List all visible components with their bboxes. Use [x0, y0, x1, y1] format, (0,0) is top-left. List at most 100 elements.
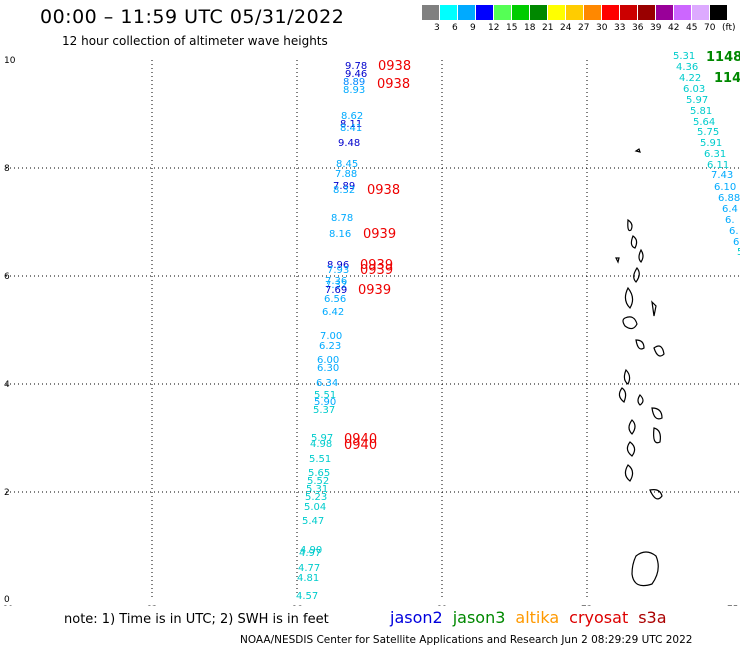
scale-swatch: [548, 5, 565, 20]
x-tick-label: 66: [291, 605, 303, 606]
wave-height-label: 5.47: [302, 516, 324, 527]
scale-swatch: [638, 5, 655, 20]
satellite-legend-jason2: jason2: [390, 608, 443, 627]
wave-height-label: 6.42: [322, 307, 344, 318]
map-subtitle: 12 hour collection of altimeter wave hei…: [62, 34, 328, 48]
scale-label: 45: [686, 23, 698, 33]
wave-height-label: 5.37: [313, 405, 335, 416]
scale-label: 33: [614, 23, 626, 33]
pass-time-label: 0938: [367, 183, 400, 198]
scale-swatch: [476, 5, 493, 20]
wave-height-label: 6.03: [683, 84, 705, 95]
wave-height-label: 6.11: [707, 160, 729, 171]
pass-time-label: 0940: [344, 432, 377, 447]
scale-swatch: [422, 5, 439, 20]
wave-height-label: 6.23: [319, 341, 341, 352]
y-tick-label: 2: [4, 488, 10, 498]
scale-swatch: [602, 5, 619, 20]
scale-label: 42: [668, 23, 680, 33]
wave-height-label: 7.88: [335, 169, 357, 180]
scale-swatch: [656, 5, 673, 20]
y-tick-label: 8: [4, 164, 10, 174]
wave-height-label: 8.32: [333, 185, 355, 196]
wave-height-label: 7.00: [320, 331, 342, 342]
pass-time-label: 0939: [360, 258, 393, 273]
wave-height-label: 7.93: [327, 265, 349, 276]
lat-lon-grid: [6, 60, 740, 599]
wave-height-label: 7.32: [325, 280, 347, 291]
scale-swatch: [566, 5, 583, 20]
pass-time-label: 0939: [363, 227, 396, 242]
wave-height-label: 8.93: [343, 85, 365, 96]
scale-swatch: [584, 5, 601, 20]
map-title: 00:00 – 11:59 UTC 05/31/2022: [40, 6, 345, 28]
wave-height-label: 8.89: [343, 77, 365, 88]
wave-height-label: 6.88: [718, 193, 740, 204]
wave-height-label: 5.65: [308, 468, 330, 479]
y-tick-label: 6: [4, 272, 10, 282]
pass-time-label: 0940: [344, 438, 377, 453]
satellite-legend-altika: altika: [515, 608, 560, 627]
wave-height-label: 5.52: [307, 476, 329, 487]
wave-height-map: 60 63 66 69 72 75 0 2 4 6 8 10 9.789.468.898.93 8.62…: [2, 50, 740, 606]
satellite-legend: jason2 jason3 altika cryosat s3a: [390, 608, 677, 627]
satellite-legend-jason3: jason3: [452, 608, 506, 627]
wave-height-label: 5: [737, 247, 740, 258]
scale-swatch: [494, 5, 511, 20]
pass-time-label: 0938: [378, 59, 411, 74]
scale-label: 39: [650, 23, 662, 33]
wave-height-label: 5.31: [673, 51, 695, 62]
wave-height-label: 4.22: [679, 73, 701, 84]
scale-label: 70: [704, 23, 716, 33]
scale-swatch: [620, 5, 637, 20]
wave-height-label: 5.51: [309, 454, 331, 465]
wave-height-label: 4.81: [297, 573, 319, 584]
scale-label: 18: [524, 23, 536, 33]
wave-height-label: 8.16: [329, 229, 351, 240]
wave-height-label: 4.98: [310, 439, 332, 450]
scale-swatch: [512, 5, 529, 20]
wave-height-label: 6.4: [722, 204, 738, 215]
scale-label: 3: [434, 23, 440, 33]
scale-label: (ft): [722, 23, 736, 33]
scale-label: 6: [452, 23, 458, 33]
wave-height-label: 4.77: [298, 563, 320, 574]
wave-height-label: 6.: [725, 215, 735, 226]
wave-height-label: 6.30: [317, 363, 339, 374]
credit-line: NOAA/NESDIS Center for Satellite Applica…: [240, 634, 693, 646]
scale-swatch: [440, 5, 457, 20]
wave-height-label: 5.81: [690, 106, 712, 117]
wave-height-label: 8.11: [340, 119, 362, 130]
scale-swatch: [710, 5, 727, 20]
note-text: note: 1) Time is in UTC; 2) SWH is in fe…: [64, 612, 329, 627]
x-tick-label: 69: [436, 605, 448, 606]
satellite-legend-s3a: s3a: [638, 608, 667, 627]
wave-height-label: 5.51: [314, 390, 336, 401]
scale-label: 12: [488, 23, 500, 33]
y-tick-label: 4: [4, 380, 10, 390]
wave-height-label: 5.23: [305, 492, 327, 503]
wave-height-label: 8.96: [327, 260, 349, 271]
wave-height-label: 8.62: [341, 111, 363, 122]
wave-height-label: 6.31: [704, 149, 726, 160]
wave-height-label: 4.57: [296, 591, 318, 602]
wave-height-label: 9.46: [345, 69, 367, 80]
wave-height-label: 6.00: [317, 355, 339, 366]
wave-height-label: 8.45: [336, 159, 358, 170]
maldives-coastline: [615, 148, 665, 587]
pass-time-label: 114: [714, 71, 740, 86]
pass-time-label: 0939: [358, 283, 391, 298]
wave-height-label: 6.34: [316, 378, 338, 389]
wave-height-label: 4.36: [676, 62, 698, 73]
scale-label: 21: [542, 23, 554, 33]
wave-height-label: 6.10: [714, 182, 736, 193]
wave-height-label: 5.75: [697, 127, 719, 138]
y-tick-label: 0: [4, 595, 10, 605]
wave-height-label: 6.56: [324, 294, 346, 305]
x-tick-label: 60: [2, 605, 14, 606]
wave-height-label: 4.90: [300, 545, 322, 556]
scale-swatch: [692, 5, 709, 20]
scale-label: 36: [632, 23, 644, 33]
wave-height-label: 5.31: [306, 484, 328, 495]
scale-label: 9: [470, 23, 476, 33]
